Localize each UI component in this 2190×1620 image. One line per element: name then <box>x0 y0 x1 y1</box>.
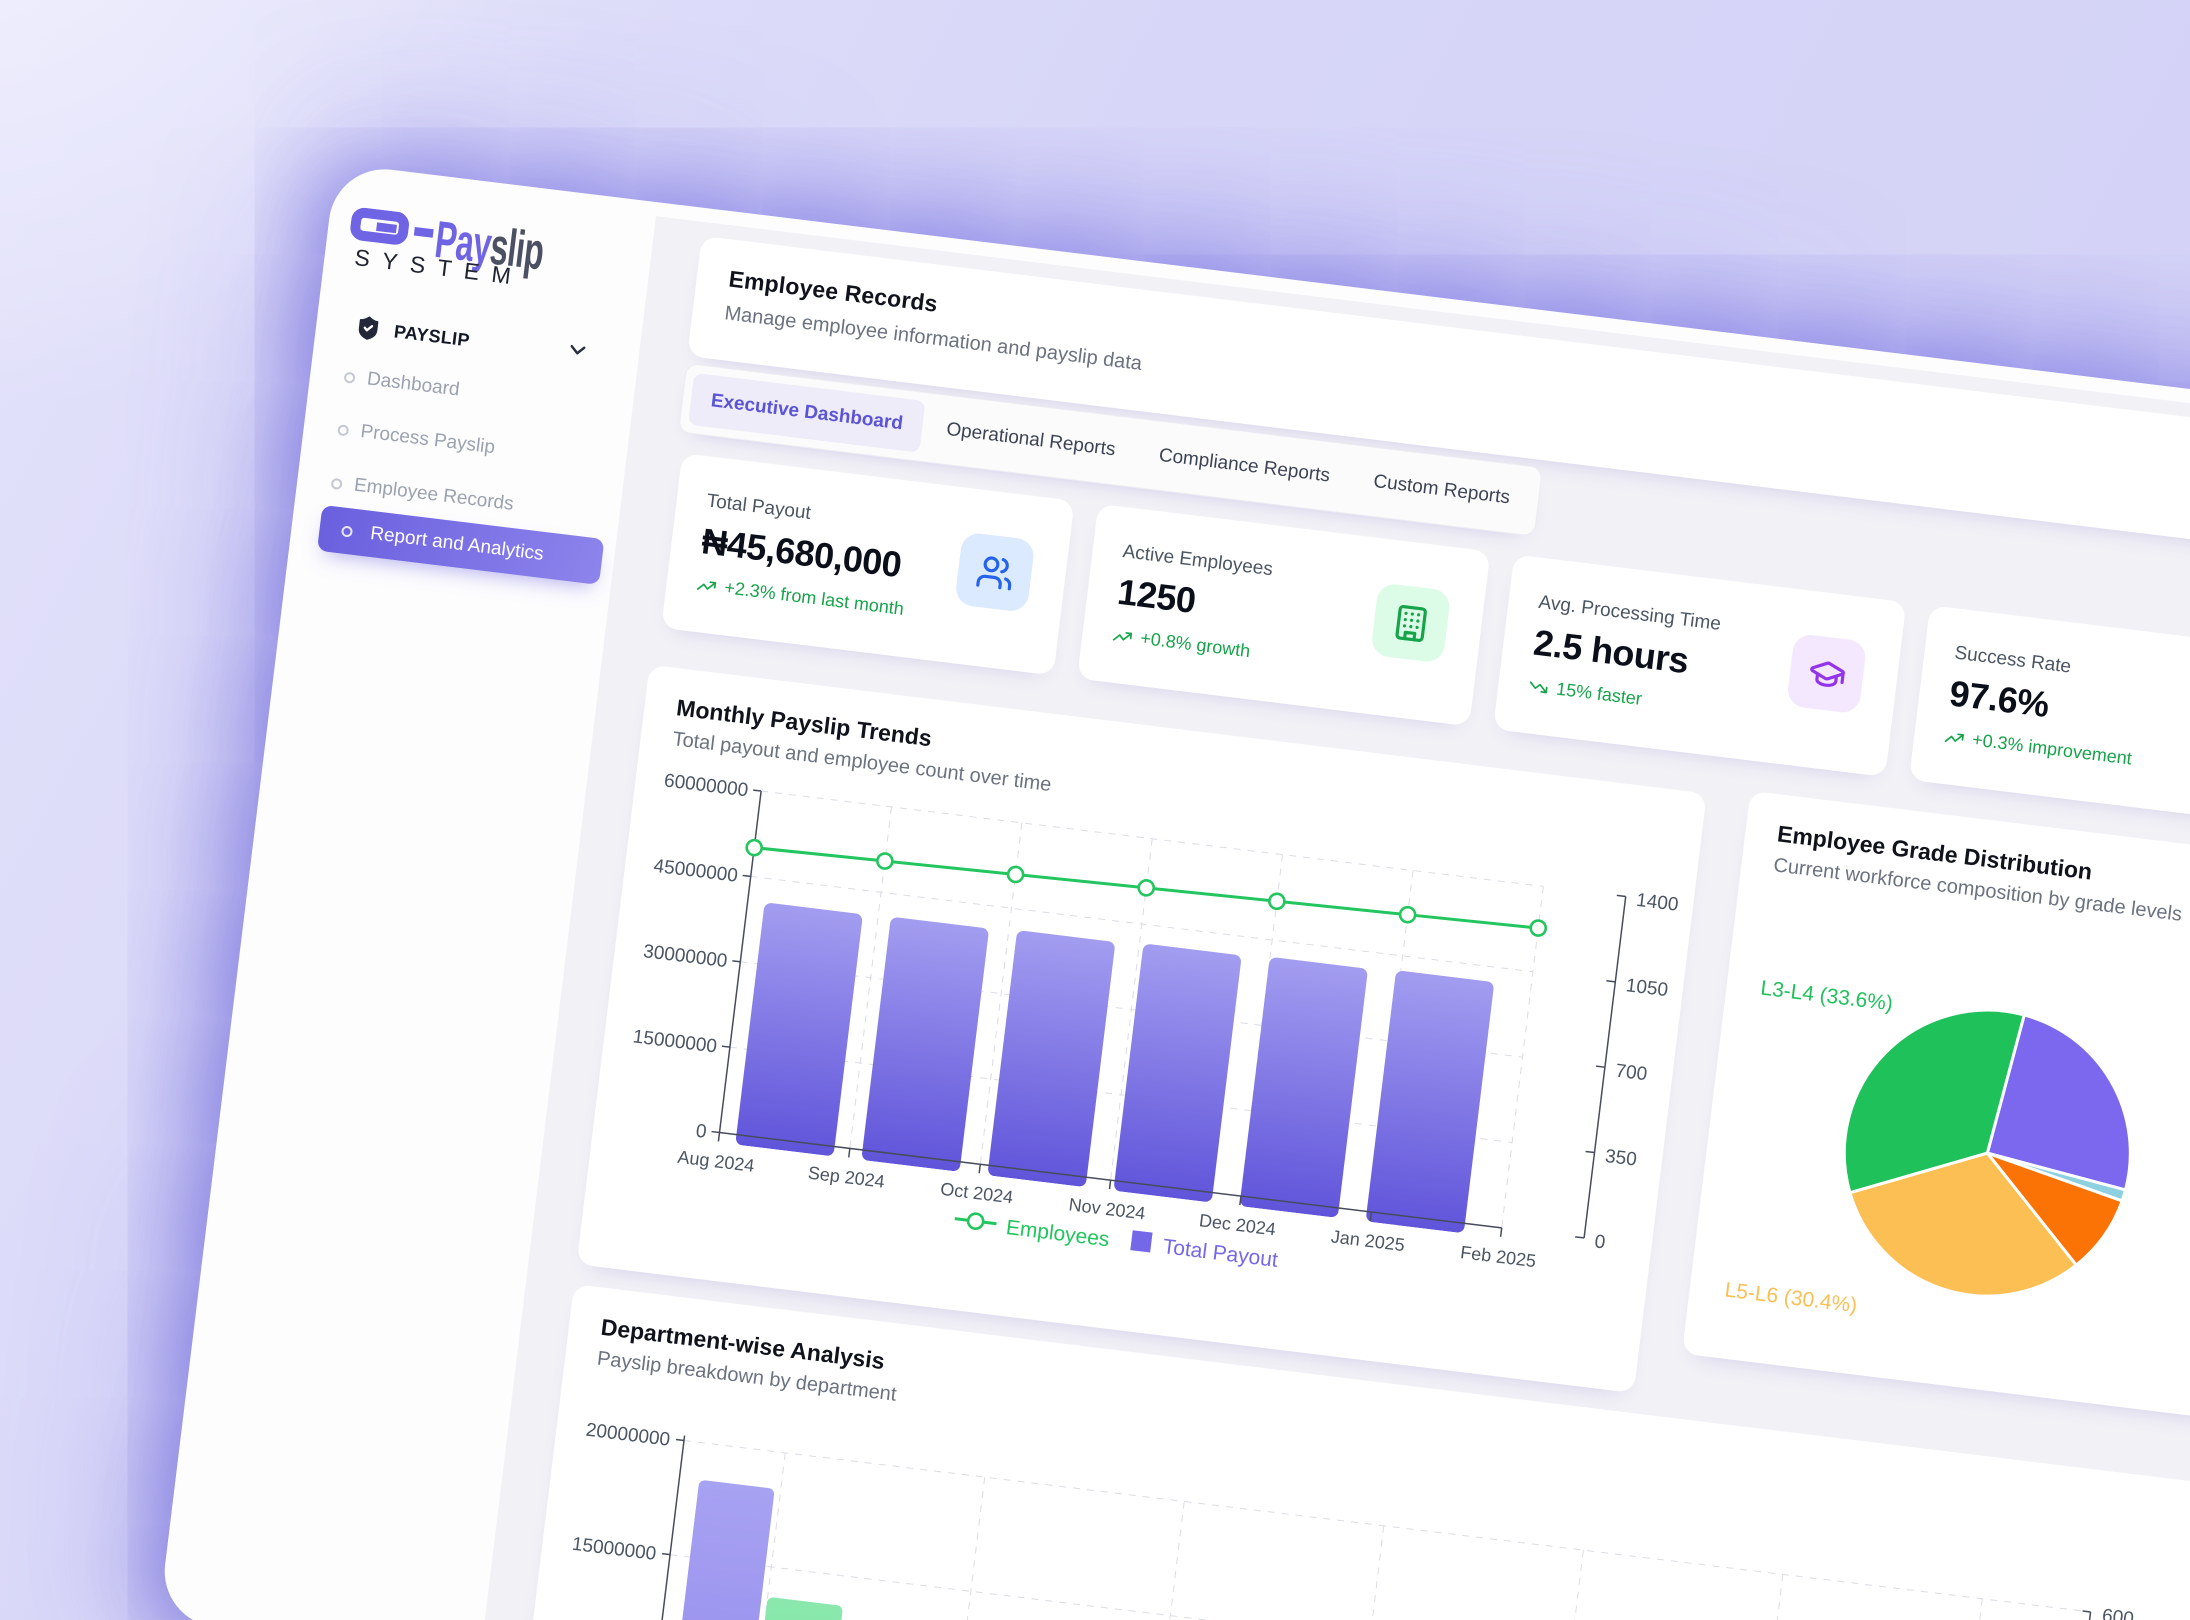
svg-text:Nov 2024: Nov 2024 <box>1068 1194 1147 1223</box>
svg-text:15000000: 15000000 <box>571 1534 657 1565</box>
svg-text:L3-L4 (33.6%): L3-L4 (33.6%) <box>1759 977 1894 1016</box>
svg-text:0: 0 <box>695 1121 708 1143</box>
svg-text:1050: 1050 <box>1625 975 1670 1001</box>
svg-text:1400: 1400 <box>1635 890 1680 916</box>
svg-text:700: 700 <box>1614 1061 1648 1086</box>
svg-text:Total Payout: Total Payout <box>1162 1235 1280 1272</box>
svg-text:350: 350 <box>1604 1146 1638 1171</box>
svg-text:Jan 2025: Jan 2025 <box>1330 1226 1406 1255</box>
svg-text:60000000: 60000000 <box>663 770 749 801</box>
svg-text:30000000: 30000000 <box>642 941 728 972</box>
svg-text:15000000: 15000000 <box>632 1026 718 1057</box>
svg-text:Feb 2025: Feb 2025 <box>1459 1242 1537 1271</box>
svg-text:Employees: Employees <box>1005 1216 1111 1251</box>
svg-text:45000000: 45000000 <box>652 856 738 887</box>
svg-text:L5-L6 (30.4%): L5-L6 (30.4%) <box>1723 1278 1858 1317</box>
svg-text:Oct 2024: Oct 2024 <box>939 1179 1014 1208</box>
svg-text:Dec 2024: Dec 2024 <box>1198 1210 1277 1239</box>
svg-text:600: 600 <box>2101 1605 2135 1620</box>
svg-text:20000000: 20000000 <box>585 1420 671 1451</box>
svg-text:Aug 2024: Aug 2024 <box>677 1147 756 1176</box>
svg-text:0: 0 <box>1593 1231 1606 1253</box>
svg-text:Sep 2024: Sep 2024 <box>807 1163 886 1192</box>
